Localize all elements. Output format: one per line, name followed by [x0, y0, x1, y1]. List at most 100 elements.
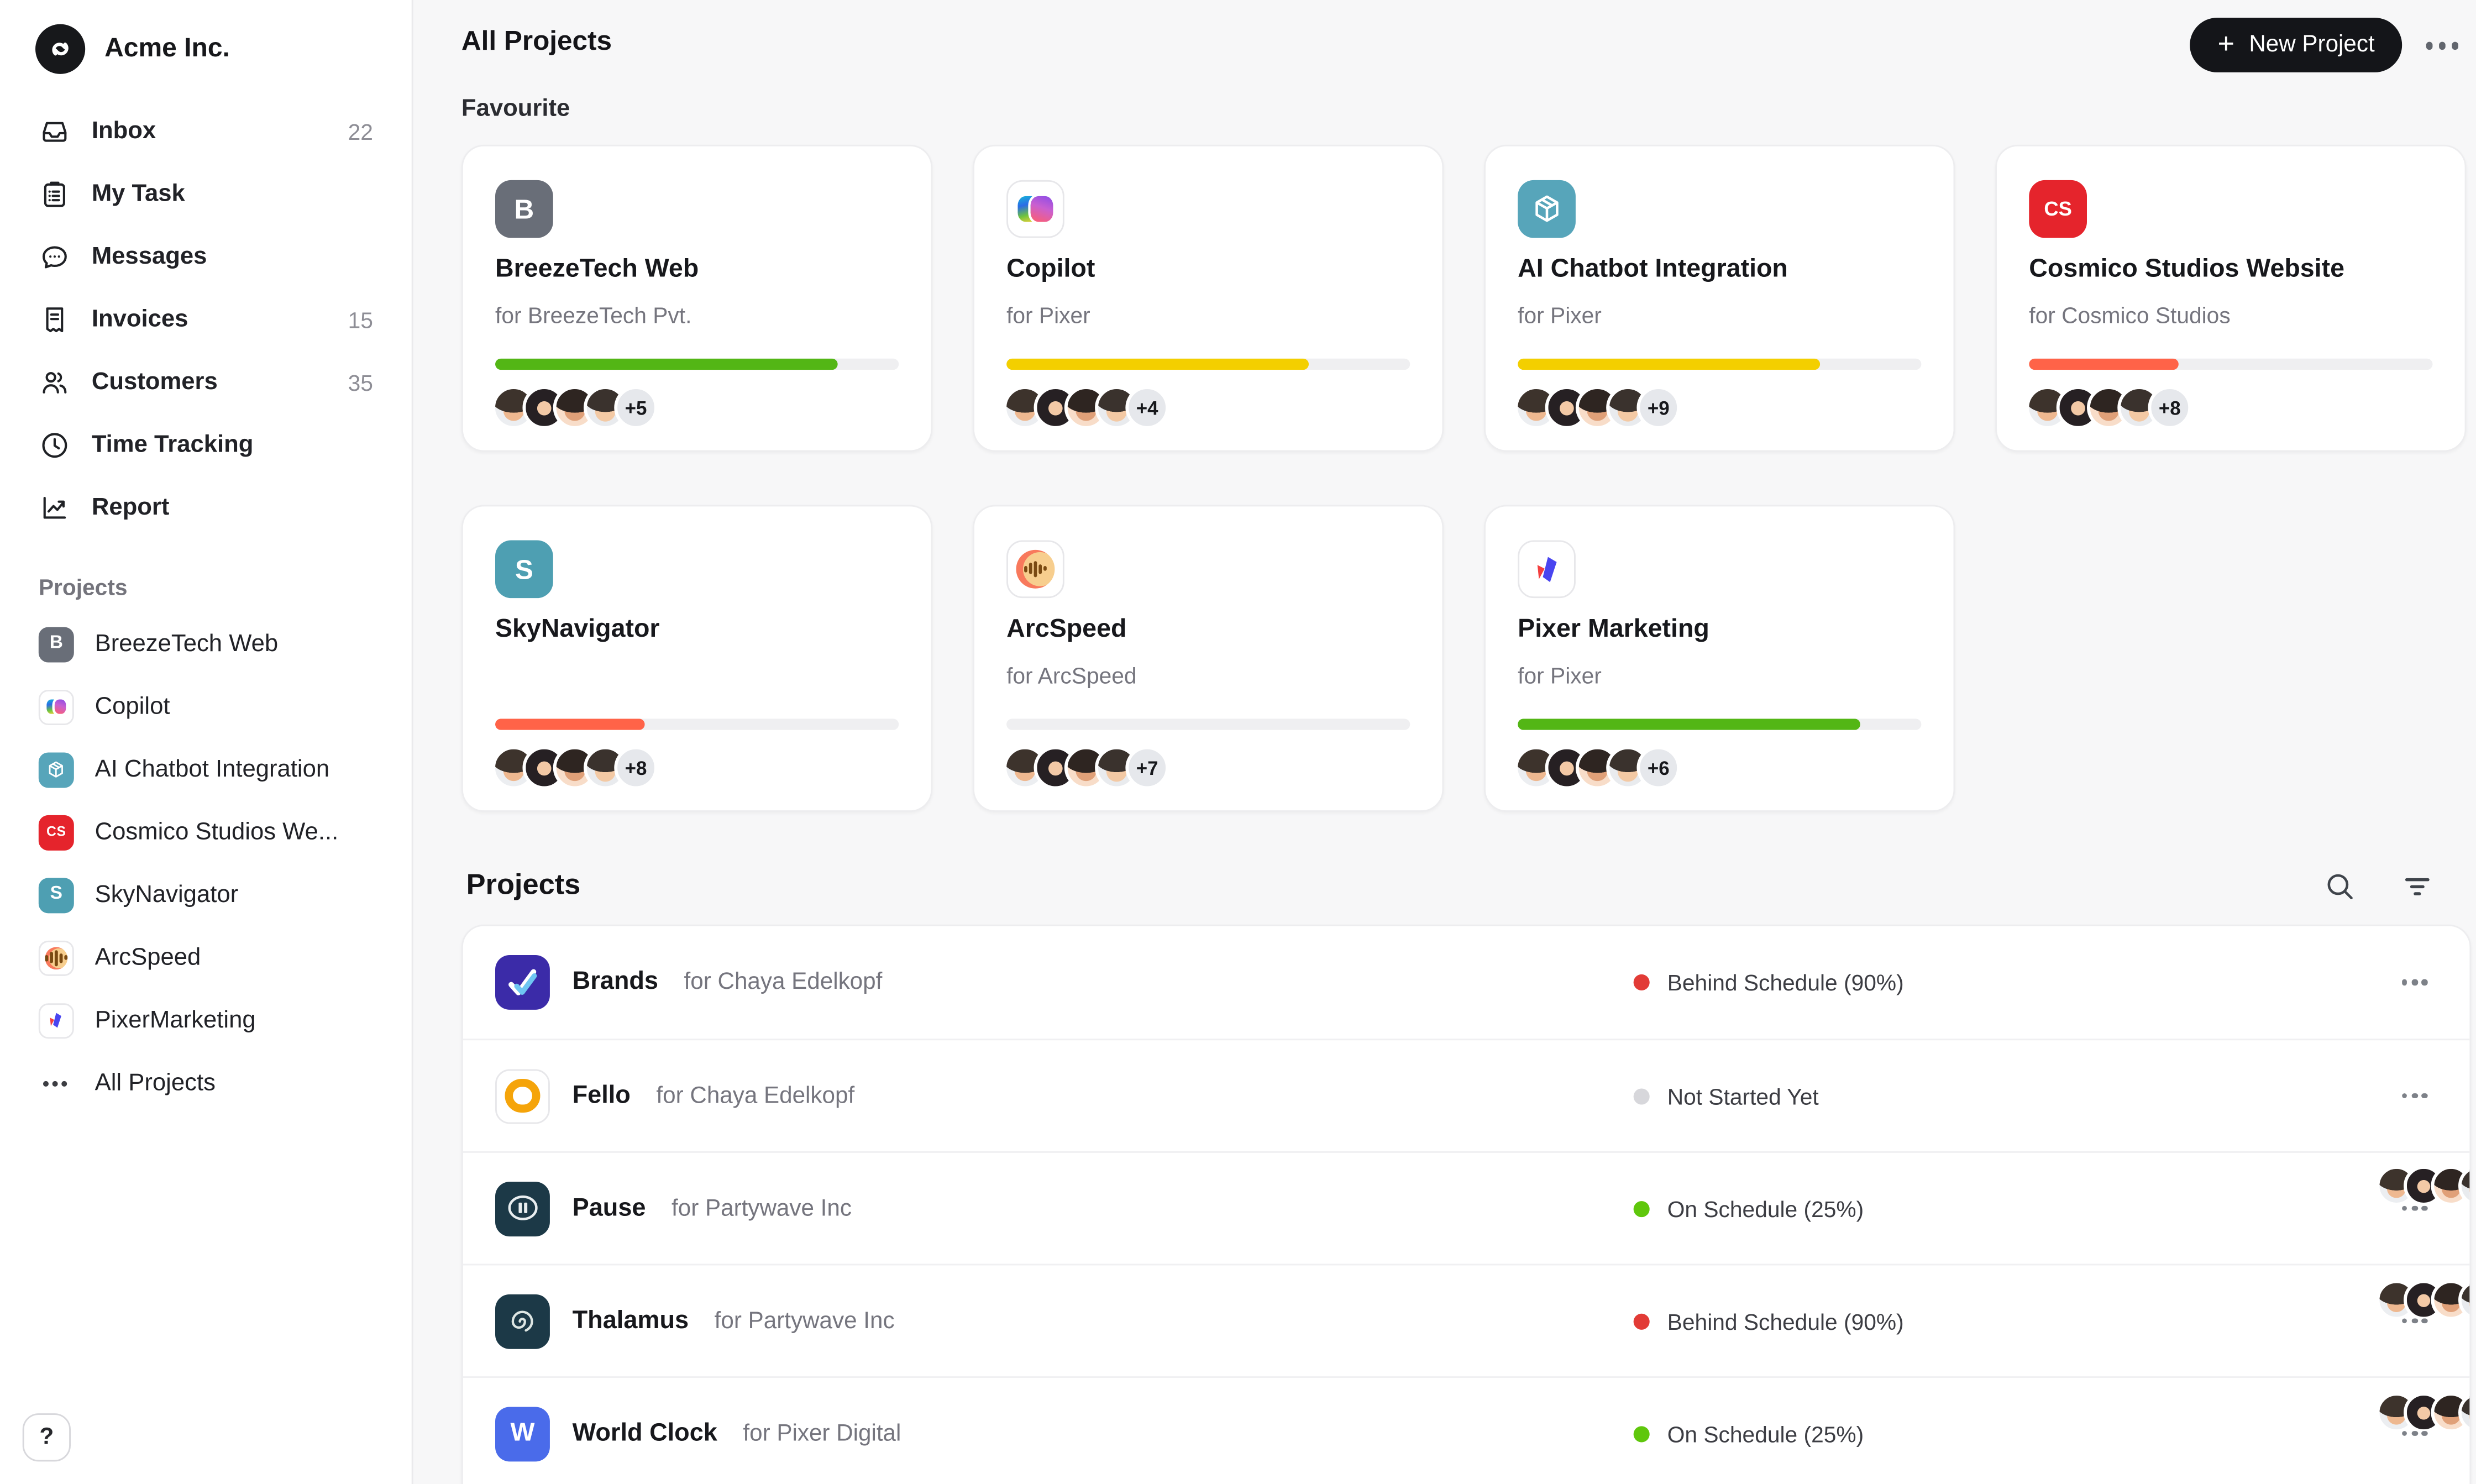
- status-dot: [1633, 1313, 1650, 1329]
- company-name: Acme Inc.: [104, 33, 230, 62]
- row-project-name: World Clock: [572, 1419, 717, 1446]
- nav-count-badge: 15: [348, 306, 373, 332]
- project-label: PixerMarketing: [95, 1006, 256, 1034]
- project-label: Cosmico Studios We...: [95, 818, 339, 846]
- cosmico-studios-we-icon: CS: [38, 814, 74, 850]
- nav-label: Time Tracking: [91, 431, 254, 459]
- progress-bar: [1006, 719, 1410, 730]
- status-text: Behind Schedule (90%): [1667, 1308, 1904, 1334]
- sidebar-item-messages[interactable]: Messages: [0, 225, 412, 287]
- sidebar-item-my-task[interactable]: My Task: [0, 162, 412, 225]
- nav-count-badge: 35: [348, 369, 373, 395]
- sidebar-project-copilot[interactable]: Copilot: [0, 675, 412, 738]
- project-card-ai-chatbot-integration[interactable]: AI Chatbot Integration for Pixer +9: [1484, 144, 1955, 452]
- avatar-count-badge: +6: [1636, 746, 1680, 790]
- pixermarketing-icon: [38, 1002, 74, 1038]
- all-projects-icon: •••: [42, 1071, 70, 1094]
- project-card-copilot[interactable]: Copilot for Pixer +4: [972, 144, 1444, 452]
- sidebar-project-cosmico-studios-we[interactable]: CS Cosmico Studios We...: [0, 801, 412, 863]
- sidebar-nav: Inbox 22 My Task Messages Invoices 15 Customer…: [0, 99, 412, 538]
- project-card-arcspeed[interactable]: ArcSpeed for ArcSpeed +7: [972, 505, 1444, 812]
- more-icon: [2401, 1318, 2407, 1324]
- row-status: On Schedule (25%): [1633, 1378, 1864, 1484]
- project-card-pixer-marketing[interactable]: Pixer Marketing for Pixer +6: [1484, 505, 1955, 812]
- sidebar-item-time-tracking[interactable]: Time Tracking: [0, 413, 412, 476]
- copilot-icon: [1006, 180, 1064, 238]
- new-project-label: New Project: [2249, 32, 2375, 58]
- breezetech-web-avatars: +5: [492, 386, 658, 429]
- sidebar-project-breezetech-web[interactable]: B BreezeTech Web: [0, 612, 412, 675]
- sidebar-project-all-projects[interactable]: ••• All Projects: [0, 1052, 412, 1114]
- row-more-button[interactable]: [2401, 1153, 2428, 1264]
- filter-icon[interactable]: [2400, 870, 2434, 904]
- progress-bar: [1518, 358, 1922, 370]
- sidebar-item-report[interactable]: Report: [0, 476, 412, 538]
- project-card-cosmico-studios-website[interactable]: CS Cosmico Studios Website for Cosmico Stu…: [1995, 144, 2467, 452]
- sidebar: Acme Inc. Inbox 22 My Task Messages Invoices…: [0, 0, 413, 1484]
- project-card-breezetech-web[interactable]: B BreezeTech Web for BreezeTech Pvt. +5: [461, 144, 933, 452]
- status-text: On Schedule (25%): [1667, 1195, 1864, 1221]
- customers-icon: [43, 371, 67, 393]
- skynavigator-icon: S: [495, 540, 553, 599]
- row-more-button[interactable]: [2401, 1040, 2428, 1151]
- card-client: for Pixer: [1518, 302, 1602, 328]
- task-icon: [44, 181, 65, 207]
- header-more-button[interactable]: [2422, 32, 2462, 59]
- project-row-thalamus[interactable]: Thalamus for Partywave Inc Behind Schedule…: [463, 1263, 2470, 1377]
- row-more-button[interactable]: [2401, 926, 2428, 1039]
- skynavigator-avatars: +8: [492, 746, 658, 790]
- new-project-button[interactable]: + New Project: [2190, 17, 2402, 72]
- sidebar-item-customers[interactable]: Customers 35: [0, 350, 412, 413]
- status-dot: [1633, 974, 1650, 990]
- avatar-count-badge: +5: [614, 386, 658, 429]
- arcspeed-icon: [1006, 540, 1064, 599]
- main-area: All Projects + New Project Favourite B Br…: [415, 0, 2476, 1484]
- row-client: for Partywave Inc: [714, 1308, 895, 1334]
- card-title: Copilot: [1006, 255, 1095, 283]
- project-card-skynavigator[interactable]: S SkyNavigator +8: [461, 505, 933, 812]
- fello-avatars: [2376, 1280, 2470, 1320]
- sidebar-project-pixermarketing[interactable]: PixerMarketing: [0, 989, 412, 1051]
- row-project-name: Thalamus: [572, 1306, 689, 1334]
- sidebar-project-ai-chatbot-integration[interactable]: AI Chatbot Integration: [0, 738, 412, 800]
- row-project-name: Brands: [572, 968, 658, 995]
- pixer-marketing-avatars: +6: [1514, 746, 1680, 790]
- sidebar-project-skynavigator[interactable]: S SkyNavigator: [0, 863, 412, 926]
- sidebar-project-arcspeed[interactable]: ArcSpeed: [0, 926, 412, 989]
- breezetech-web-icon: B: [495, 180, 553, 238]
- progress-bar: [2029, 358, 2433, 370]
- more-icon: [2425, 41, 2433, 49]
- project-row-pause[interactable]: Pause for Partywave Inc On Schedule (25%) +…: [463, 1151, 2470, 1433]
- nav-label: Report: [91, 494, 170, 521]
- sidebar-item-invoices[interactable]: Invoices 15: [0, 288, 412, 350]
- skynavigator-icon: S: [38, 877, 74, 913]
- favourite-label: Favourite: [461, 95, 570, 123]
- avatar-count-badge: +4: [1125, 386, 1169, 429]
- card-client: for Cosmico Studios: [2029, 302, 2231, 328]
- more-icon: [2401, 979, 2407, 985]
- more-icon: [2401, 1430, 2407, 1436]
- row-client: for Pixer Digital: [743, 1420, 901, 1446]
- row-project-name: Pause: [572, 1193, 646, 1221]
- messages-icon: [42, 245, 67, 268]
- projects-table: Brands for Chaya Edelkopf Behind Schedule …: [461, 924, 2472, 1484]
- project-row-world-clock[interactable]: W World Clock for Pixer Digital On Schedule…: [463, 1376, 2470, 1484]
- copilot-avatars: +4: [1003, 386, 1169, 429]
- project-row-fello[interactable]: Fello for Chaya Edelkopf Not Started Yet: [463, 1039, 2470, 1320]
- progress-bar: [1518, 719, 1922, 730]
- row-more-button[interactable]: [2401, 1378, 2428, 1484]
- fello-icon: [495, 1068, 550, 1123]
- sidebar-item-inbox[interactable]: Inbox 22: [0, 99, 412, 162]
- card-client: for ArcSpeed: [1006, 662, 1137, 689]
- breezetech-web-icon: B: [38, 626, 74, 662]
- row-status: Behind Schedule (90%): [1633, 926, 1904, 1039]
- help-button[interactable]: ?: [22, 1413, 71, 1462]
- row-more-button[interactable]: [2401, 1265, 2428, 1376]
- nav-label: Invoices: [91, 305, 188, 333]
- status-dot: [1633, 1087, 1650, 1104]
- project-row-brands[interactable]: Brands for Chaya Edelkopf Behind Schedule …: [463, 926, 2470, 1206]
- ai-chatbot-integration-icon: [1518, 180, 1576, 238]
- sidebar-projects-label: Projects: [38, 574, 128, 600]
- search-icon[interactable]: [2323, 870, 2357, 904]
